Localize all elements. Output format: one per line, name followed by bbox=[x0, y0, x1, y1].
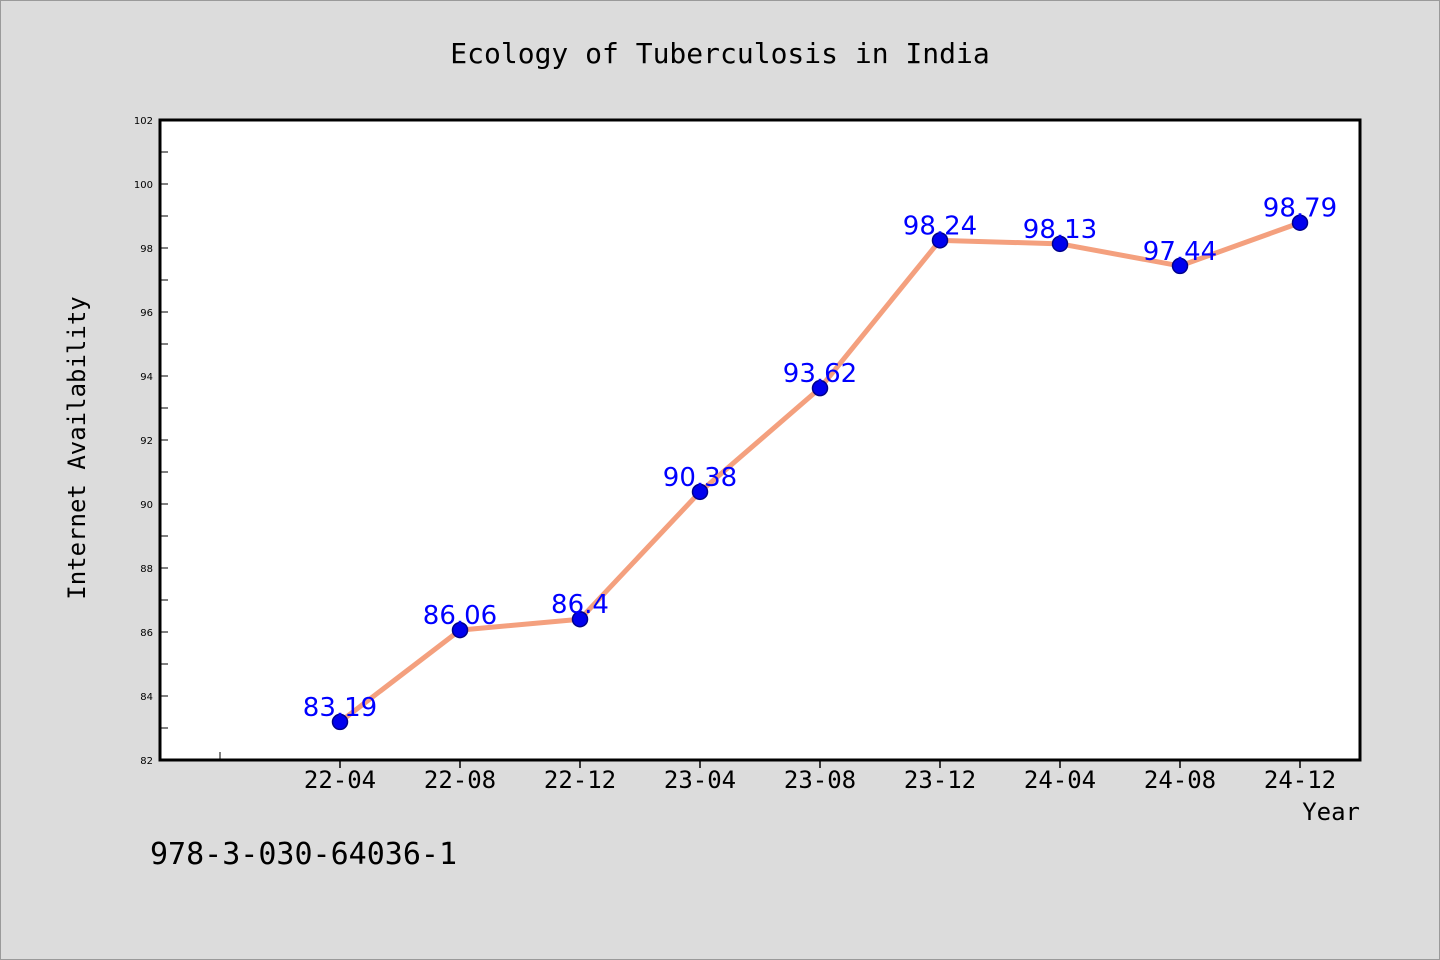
data-point bbox=[1171, 257, 1189, 275]
data-point bbox=[1291, 214, 1309, 231]
data-point bbox=[691, 483, 709, 501]
x-tick-label: 23-08 bbox=[784, 766, 856, 794]
chart-title: Ecology of Tuberculosis in India bbox=[450, 37, 989, 70]
data-markers bbox=[331, 214, 1309, 731]
data-point bbox=[571, 610, 589, 628]
x-tick-label: 24-08 bbox=[1144, 766, 1216, 794]
data-label: 93.62 bbox=[783, 359, 857, 389]
y-tick-label: 84 bbox=[140, 692, 153, 703]
footer-text: 978-3-030-64036-1 bbox=[150, 837, 457, 872]
data-point bbox=[1051, 235, 1069, 253]
y-tick-label: 100 bbox=[134, 180, 153, 191]
y-tick-label: 82 bbox=[140, 756, 153, 767]
data-label: 98.24 bbox=[903, 211, 977, 241]
data-point bbox=[811, 379, 829, 397]
y-tick-label: 98 bbox=[140, 244, 153, 255]
data-point bbox=[451, 621, 469, 639]
x-tick-label: 24-12 bbox=[1264, 766, 1336, 794]
data-label: 97.44 bbox=[1143, 237, 1217, 267]
data-label: 98.79 bbox=[1263, 194, 1337, 224]
y-tick-label: 92 bbox=[140, 436, 153, 447]
x-tick-label: 23-04 bbox=[664, 766, 736, 794]
data-label: 83.19 bbox=[303, 693, 377, 723]
data-labels: 83.19 86.06 86.4 90.38 93.62 98.24 98.13 97.44 9… bbox=[303, 194, 1337, 723]
y-axis-label: Internet Availability bbox=[63, 296, 91, 599]
x-tick-label: 22-12 bbox=[544, 766, 616, 794]
data-point bbox=[931, 232, 949, 249]
x-axis-ticks: 22-04 22-08 22-12 23-04 23-08 23-12 24-04 24-08… bbox=[219, 752, 1336, 794]
data-label: 98.13 bbox=[1023, 215, 1097, 245]
y-tick-label: 90 bbox=[140, 500, 153, 511]
y-tick-label: 96 bbox=[140, 308, 153, 319]
data-label: 86.4 bbox=[551, 590, 609, 620]
data-label: 90.38 bbox=[663, 463, 737, 493]
x-axis-label: Year bbox=[1302, 798, 1360, 826]
data-point bbox=[331, 713, 349, 731]
x-tick-label: 22-08 bbox=[424, 766, 496, 794]
plot-frame bbox=[158, 118, 1362, 762]
y-tick-label: 94 bbox=[140, 372, 153, 383]
x-tick-label: 22-04 bbox=[304, 766, 376, 794]
y-tick-label: 88 bbox=[140, 564, 153, 575]
x-tick-label: 24-04 bbox=[1024, 766, 1096, 794]
x-tick-label: 23-12 bbox=[904, 766, 976, 794]
data-label: 86.06 bbox=[423, 601, 497, 631]
y-tick-label: 102 bbox=[134, 116, 153, 127]
y-tick-label: 86 bbox=[140, 628, 153, 639]
